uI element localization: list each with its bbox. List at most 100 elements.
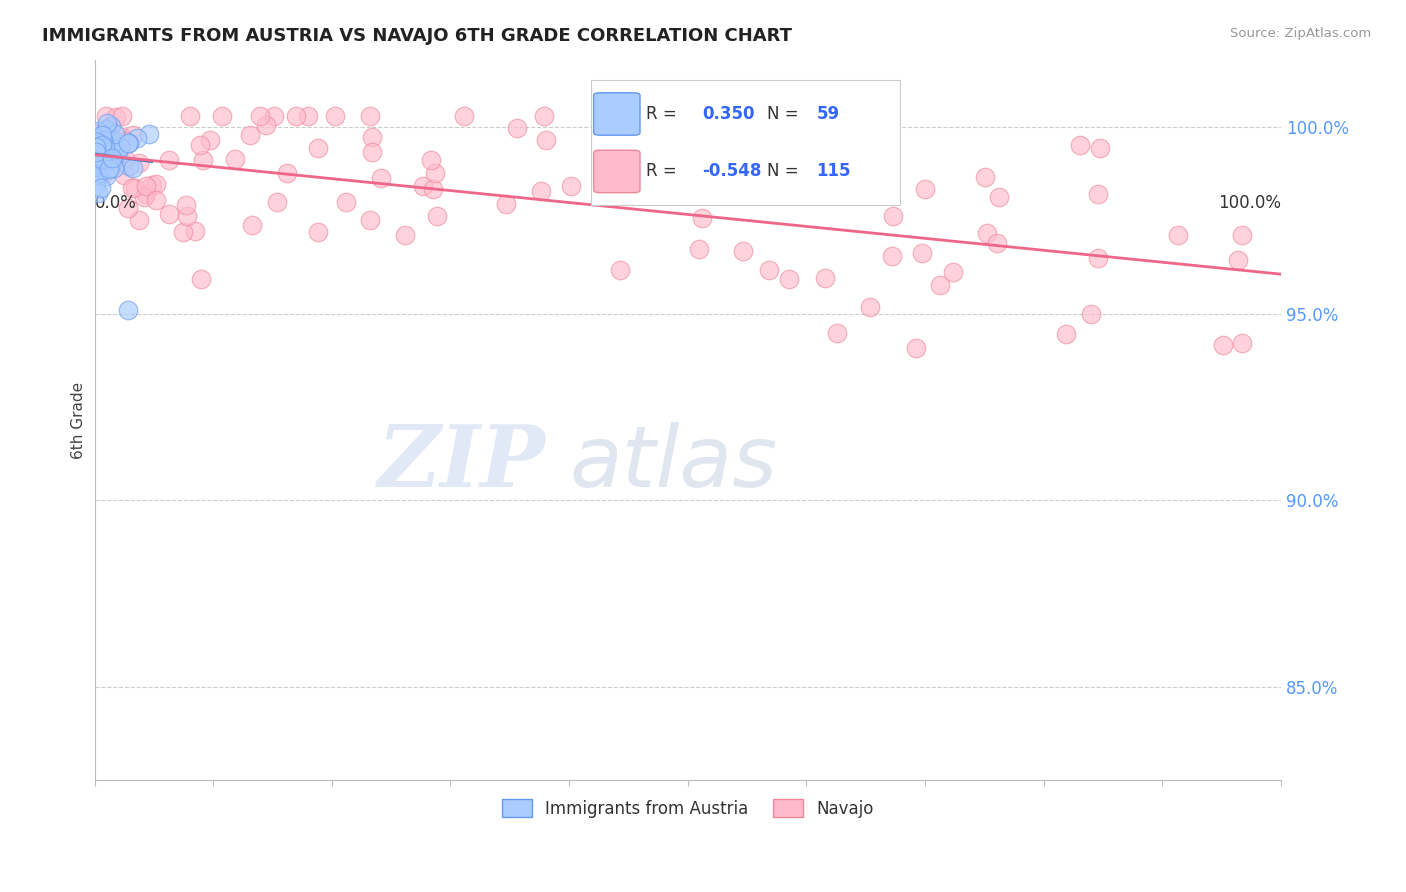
Point bbox=[361, 130, 384, 145]
Point bbox=[87, 124, 110, 138]
Point bbox=[263, 109, 285, 123]
Point bbox=[128, 155, 150, 169]
Point bbox=[117, 201, 139, 215]
Point bbox=[609, 263, 631, 277]
Point bbox=[117, 302, 139, 317]
Point bbox=[90, 150, 112, 164]
Point bbox=[87, 186, 110, 200]
Point bbox=[90, 136, 112, 151]
Point bbox=[84, 140, 107, 154]
Point bbox=[111, 109, 134, 123]
Point bbox=[112, 168, 135, 182]
Point bbox=[1088, 140, 1111, 154]
Point bbox=[91, 152, 114, 166]
Point bbox=[97, 162, 120, 177]
Point bbox=[688, 242, 710, 256]
Point bbox=[87, 151, 110, 165]
Point bbox=[89, 166, 111, 180]
Point bbox=[117, 136, 139, 150]
Point bbox=[370, 171, 392, 186]
Point bbox=[506, 121, 529, 136]
Point bbox=[121, 181, 143, 195]
Point bbox=[157, 206, 180, 220]
Point bbox=[84, 146, 107, 161]
Point bbox=[90, 156, 112, 170]
Point bbox=[91, 133, 114, 147]
Point bbox=[904, 341, 927, 355]
Point bbox=[284, 109, 307, 123]
Point bbox=[110, 139, 132, 153]
Point bbox=[86, 142, 108, 156]
Point bbox=[335, 194, 357, 209]
Point bbox=[690, 211, 713, 225]
Point bbox=[90, 161, 112, 176]
Point bbox=[914, 182, 936, 196]
Point bbox=[394, 227, 416, 242]
Point bbox=[256, 118, 278, 132]
Point bbox=[91, 150, 114, 164]
Point bbox=[115, 135, 138, 149]
Point bbox=[942, 265, 965, 279]
Point bbox=[211, 109, 233, 123]
Point bbox=[1212, 338, 1234, 352]
Point bbox=[174, 198, 197, 212]
Point bbox=[533, 109, 555, 123]
Point bbox=[121, 161, 143, 175]
Point bbox=[145, 194, 167, 208]
Text: 0.350: 0.350 bbox=[702, 105, 755, 123]
Point bbox=[145, 177, 167, 191]
Point bbox=[825, 326, 848, 340]
Point bbox=[198, 132, 221, 146]
Point bbox=[814, 271, 837, 285]
Point bbox=[731, 244, 754, 258]
Point bbox=[104, 110, 127, 124]
Point bbox=[90, 181, 112, 195]
Text: R =: R = bbox=[647, 162, 682, 180]
Point bbox=[87, 158, 110, 172]
Point bbox=[103, 135, 125, 149]
Point bbox=[121, 128, 143, 143]
Point bbox=[157, 153, 180, 168]
Point bbox=[534, 133, 557, 147]
Point bbox=[94, 169, 117, 184]
Point bbox=[988, 189, 1011, 203]
Point bbox=[93, 160, 115, 174]
Point bbox=[882, 209, 904, 223]
Text: 59: 59 bbox=[817, 105, 839, 123]
FancyBboxPatch shape bbox=[593, 93, 640, 136]
Point bbox=[103, 161, 125, 175]
Point bbox=[84, 178, 107, 193]
Point bbox=[89, 165, 111, 179]
Point bbox=[183, 224, 205, 238]
Point bbox=[911, 246, 934, 260]
Point bbox=[191, 153, 214, 168]
Text: ZIP: ZIP bbox=[378, 421, 546, 505]
Point bbox=[974, 169, 997, 184]
Point bbox=[84, 144, 107, 158]
Point bbox=[94, 129, 117, 144]
Point bbox=[91, 167, 114, 181]
Point bbox=[1069, 138, 1091, 153]
Point bbox=[101, 152, 124, 166]
Point bbox=[93, 156, 115, 170]
Point bbox=[134, 190, 156, 204]
Point bbox=[359, 109, 381, 123]
Point bbox=[84, 143, 107, 157]
Point bbox=[323, 109, 346, 123]
Point bbox=[100, 119, 122, 133]
Y-axis label: 6th Grade: 6th Grade bbox=[72, 382, 86, 458]
Point bbox=[141, 178, 163, 192]
Point bbox=[97, 139, 120, 153]
Point bbox=[359, 213, 381, 227]
Point bbox=[176, 210, 198, 224]
Point bbox=[93, 146, 115, 161]
Point bbox=[880, 248, 903, 262]
Point bbox=[188, 138, 211, 153]
Point bbox=[423, 166, 446, 180]
Text: IMMIGRANTS FROM AUSTRIA VS NAVAJO 6TH GRADE CORRELATION CHART: IMMIGRANTS FROM AUSTRIA VS NAVAJO 6TH GR… bbox=[42, 27, 792, 45]
Point bbox=[91, 150, 114, 164]
Point bbox=[114, 153, 136, 167]
Point bbox=[91, 137, 114, 152]
Point bbox=[86, 136, 108, 151]
Point bbox=[103, 154, 125, 169]
